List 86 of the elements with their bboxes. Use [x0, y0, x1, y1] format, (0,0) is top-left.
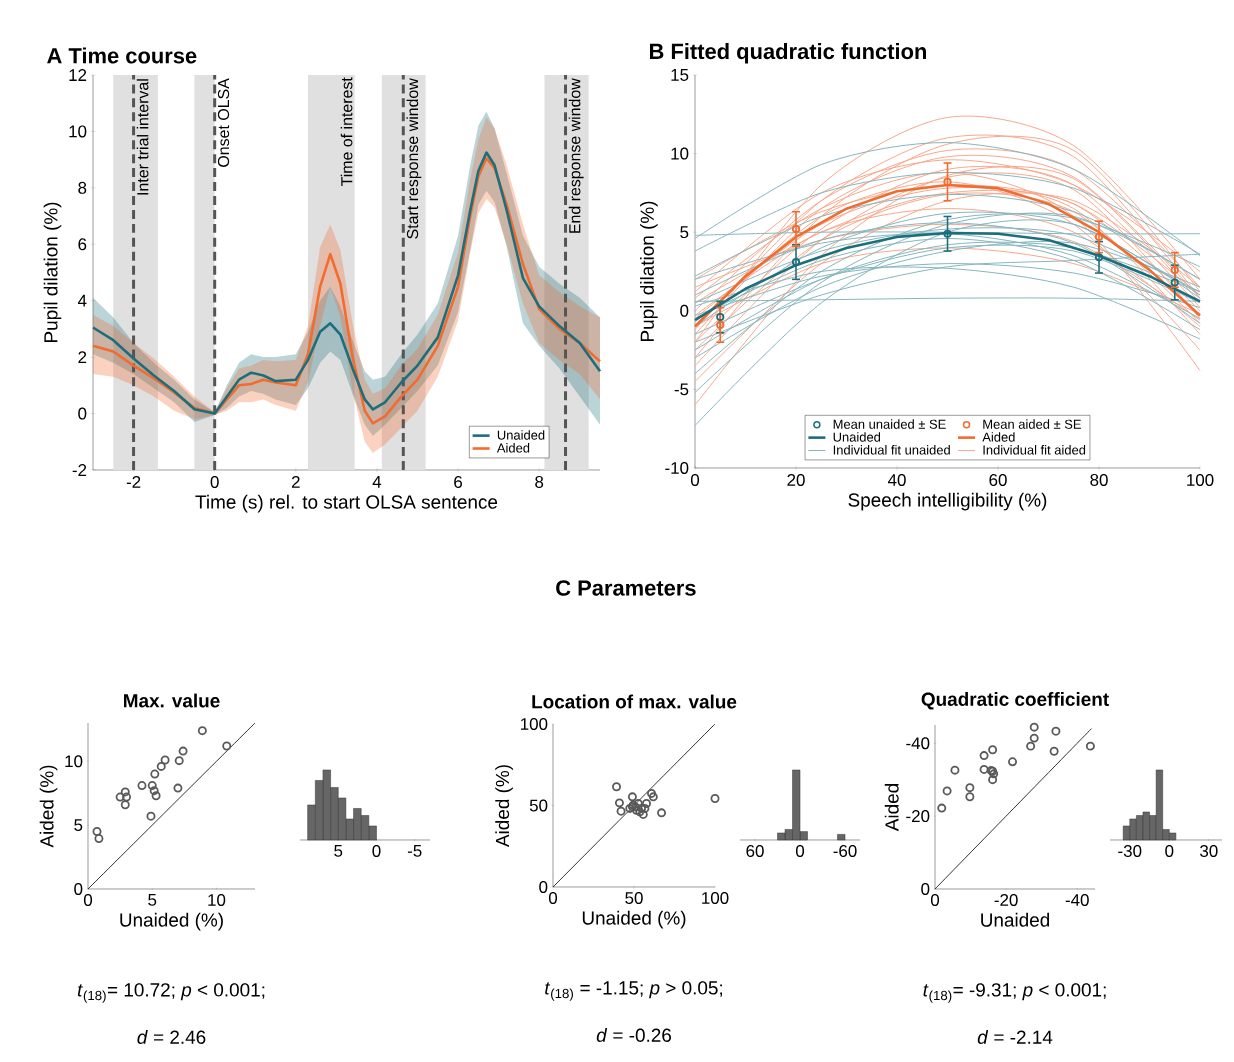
x-tick-label: 4 [372, 475, 382, 488]
text: t$_{(18)}$= 10.72; p < 0.001; [77, 983, 265, 1003]
ref-line-label: End response window [568, 78, 584, 233]
y-tick-label: 10 [69, 125, 87, 138]
y-tick-label: 12 [69, 69, 87, 81]
x-tick-label: -40 [1065, 894, 1089, 906]
y-tick-label: 0 [539, 880, 548, 893]
x-tick-label: -30 [1118, 844, 1142, 857]
ref-line-label: Onset OLSA [217, 78, 230, 167]
x-tick-label: -20 [994, 894, 1018, 906]
text: d = -2.14 [977, 1030, 1053, 1044]
y-tick-label: -2 [72, 464, 87, 476]
y-tick-label: 0 [921, 882, 930, 895]
x-tick-label: 50 [625, 892, 643, 904]
text: C Parameters [556, 580, 696, 596]
y-tick-label: 6 [78, 238, 87, 251]
x-tick-label: 0 [690, 473, 700, 486]
y-tick-label: 0 [680, 304, 689, 317]
x-tick-label: 20 [787, 473, 805, 486]
text: d = -0.26 [596, 1028, 672, 1042]
text: d = 2.46 [137, 1030, 206, 1044]
y-tick-label: 10 [65, 755, 83, 768]
x-tick-label: 40 [887, 473, 906, 486]
y-tick-label: -20 [906, 810, 930, 823]
x-tick-label: 0 [210, 475, 219, 488]
y-axis-title: Aided [884, 784, 899, 832]
x-axis-title: Time (s) rel. to start OLSA sentence [195, 494, 498, 513]
legend-label: Unaided [497, 430, 545, 440]
x-tick-label: 0 [1165, 844, 1174, 857]
legend-label: Mean aided ± SE [983, 419, 1081, 429]
x-tick-label: 10 [208, 894, 226, 906]
y-tick-label: 2 [78, 351, 87, 364]
legend-label: Unaided [833, 432, 881, 442]
y-axis-title: Aided (%) [495, 765, 513, 848]
chart-title: Max. value [124, 693, 220, 708]
text: t$_{(18)}$ = -1.15; p > 0.05; [545, 981, 722, 1001]
y-tick-label: 0 [74, 882, 83, 895]
x-axis-title: Unaided (%) [582, 910, 686, 929]
y-tick-label: 10 [671, 147, 689, 160]
ref-line-label: Inter trial interval [136, 79, 149, 195]
x-tick-label: 80 [1090, 473, 1108, 486]
x-tick-label: 0 [548, 892, 558, 904]
y-tick-label: 100 [521, 717, 548, 730]
x-tick-label: 2 [291, 475, 300, 488]
x-tick-label: 30 [1200, 844, 1218, 857]
y-axis-title: Aided (%) [39, 765, 58, 848]
y-tick-label: -10 [665, 461, 689, 474]
legend-label: Aided [496, 443, 530, 453]
x-axis-title: Speech intelligibility (%) [848, 492, 1047, 511]
y-tick-label: 50 [529, 799, 548, 812]
x-tick-label: -2 [126, 475, 141, 488]
y-tick-label: 4 [77, 294, 87, 307]
x-tick-label: 0 [372, 844, 381, 857]
y-tick-label: 0 [78, 407, 87, 420]
x-tick-label: -5 [407, 844, 422, 857]
legend-label: Individual fit aided [983, 445, 1086, 455]
band-label: Time of interest [340, 77, 353, 187]
x-tick-label: 60 [746, 844, 764, 857]
x-tick-label: 5 [334, 844, 343, 857]
chart-title: Location of max. value [532, 694, 737, 709]
legend-label: Individual fit unaided [833, 445, 950, 455]
y-tick-label: 5 [680, 226, 689, 239]
legend-label: Mean unaided ± SE [833, 419, 946, 429]
y-tick-label: 15 [671, 69, 689, 81]
x-axis-title: Unaided [981, 912, 1050, 927]
chart-title: Quadratic coefficient [921, 692, 1109, 710]
x-axis-title: Unaided (%) [120, 912, 223, 931]
y-axis-title: Pupil dilation (%) [640, 201, 658, 341]
y-tick-label: -40 [906, 737, 930, 750]
text: t$_{(18)}$= -9.31; p < 0.001; [923, 983, 1106, 1003]
x-tick-label: 100 [702, 892, 729, 904]
x-tick-label: -60 [833, 844, 857, 857]
chart-title: B Fitted quadratic function [650, 43, 927, 64]
x-tick-label: 0 [930, 894, 940, 906]
y-tick-label: 5 [74, 819, 83, 832]
ref-line-label: Start response window [406, 78, 422, 239]
legend-label: Aided [982, 432, 1015, 442]
x-tick-label: 0 [795, 844, 805, 857]
x-tick-label: 60 [989, 473, 1007, 486]
y-axis-title: Pupil dilation (%) [43, 202, 62, 342]
chart-title: A Time course [47, 47, 197, 64]
x-tick-label: 100 [1187, 473, 1214, 486]
x-tick-label: 5 [148, 894, 157, 906]
y-tick-label: -5 [674, 383, 689, 396]
x-tick-label: 6 [454, 475, 463, 488]
y-tick-label: 8 [78, 181, 87, 194]
